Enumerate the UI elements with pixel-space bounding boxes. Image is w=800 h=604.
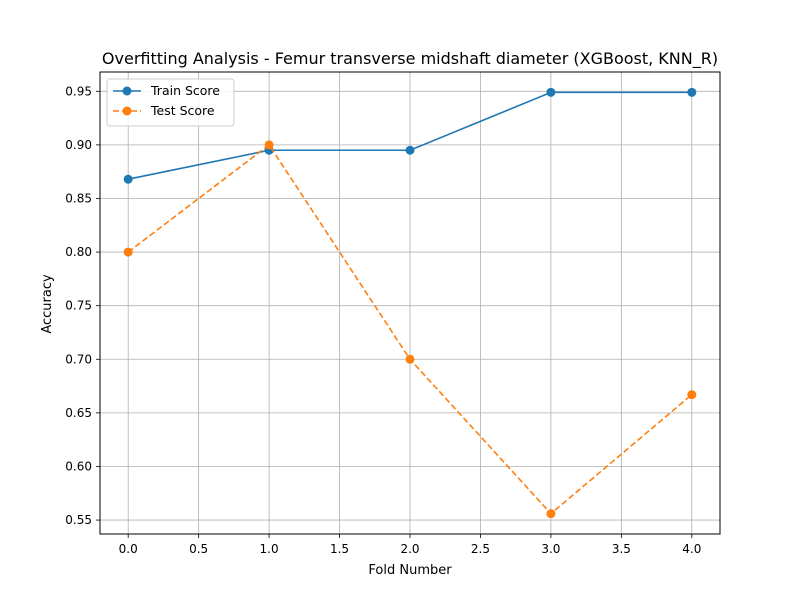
x-tick-label: 2.0	[400, 542, 419, 556]
legend: Train Score Test Score	[106, 78, 235, 127]
x-tick-label: 0.5	[189, 542, 208, 556]
legend-label-1: Test Score	[150, 103, 215, 118]
y-tick-label: 0.85	[65, 191, 92, 205]
y-tick-label: 0.60	[65, 459, 92, 473]
series-layer	[123, 87, 697, 519]
data-point	[546, 87, 556, 97]
legend-marker-1	[122, 106, 132, 116]
data-point	[264, 140, 274, 150]
axes: 0.0 0.5 1.0 1.5 2.0 2.5 3.0 3.5 4.0 0.55 0.60 0.65 0…	[65, 71, 721, 556]
grid	[100, 72, 720, 534]
legend-marker-0	[122, 86, 132, 96]
data-point	[123, 174, 133, 184]
data-point	[687, 390, 697, 400]
x-tick-label: 0.0	[119, 542, 138, 556]
x-axis-label: Fold Number	[368, 563, 452, 578]
x-tick-label: 3.0	[541, 542, 560, 556]
x-tick-label: 1.5	[330, 542, 349, 556]
data-point	[405, 354, 415, 364]
y-axis-label: Accuracy	[40, 274, 55, 334]
y-tick-label: 0.90	[65, 138, 92, 152]
x-tick-label: 3.5	[612, 542, 631, 556]
y-tick-label: 0.55	[65, 513, 92, 527]
y-tick-label: 0.80	[65, 245, 92, 259]
y-tick-label: 0.70	[65, 352, 92, 366]
legend-label-0: Train Score	[150, 83, 220, 98]
chart-title: Overfitting Analysis - Femur transverse …	[102, 49, 718, 69]
y-tick-label: 0.95	[65, 84, 92, 98]
x-tick-label: 1.0	[260, 542, 279, 556]
data-point	[405, 145, 415, 155]
x-tick-label: 4.0	[682, 542, 701, 556]
y-tick-label: 0.65	[65, 406, 92, 420]
data-point	[123, 247, 133, 257]
y-tick-label: 0.75	[65, 299, 92, 313]
x-tick-label: 2.5	[471, 542, 490, 556]
data-point	[546, 509, 556, 519]
data-point	[687, 87, 697, 97]
